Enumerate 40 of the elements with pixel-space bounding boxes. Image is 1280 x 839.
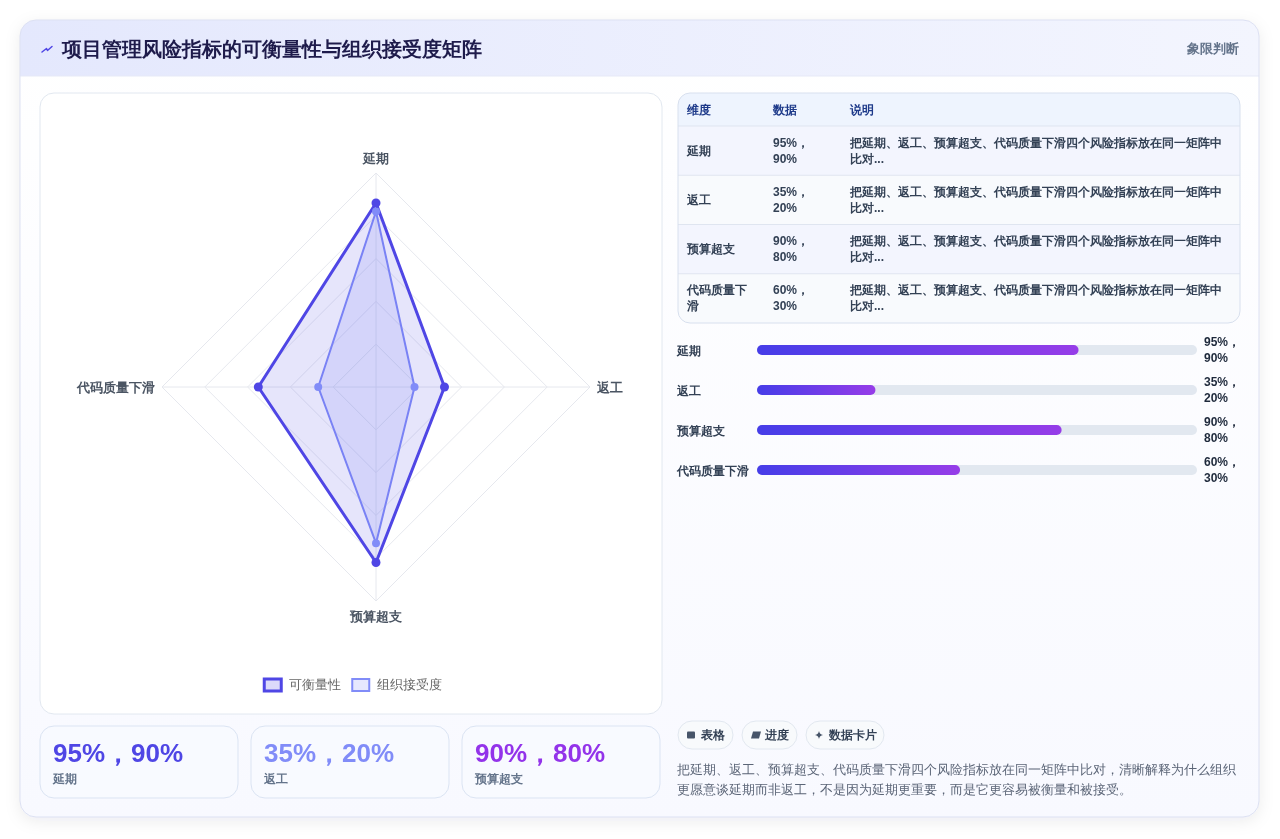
category-label: 说明 [849,102,874,117]
text: 把延期、返工、预算超支、代码质量下滑四个风险指标放在同一矩阵中比对... [850,234,1222,265]
category-label: 表格 [700,728,726,741]
data-label: 35%，20% [1204,375,1241,405]
text: 预算超支 [474,772,523,786]
category-label: 数据 [772,102,797,117]
text: 把延期、返工、预算超支、代码质量下滑四个风险指标放在同一矩阵中比对... [850,135,1222,166]
category-label: 返工 [687,192,711,207]
data-label: 60%，30% [1204,455,1241,485]
text: 90%，80% [773,234,810,265]
text: 延期 [52,772,77,786]
category-label: 数据卡片 [828,728,877,742]
text: 象限判断 [1186,40,1239,56]
data-label: 95%，90% [1204,335,1241,365]
text: 把延期、返工、预算超支、代码质量下滑四个风险指标放在同一矩阵中比对，清晰解释为什么组织更愿意谈延期而非返工，不是因为延期更重要，而是它更容易被衡量和被接受。 [677,761,1236,797]
text: 95%，90% [53,738,184,768]
legend-label: 可衡量性 [288,678,341,692]
spoke-label: 代码质量下滑 [76,379,155,395]
spoke-label: 预算超支 [349,608,402,624]
legend-label: 组织接受度 [376,677,442,692]
text: 90%，80% [475,738,606,768]
category-label: 预算超支 [687,242,735,257]
data-label: 90%，80% [1204,415,1241,445]
text: 把延期、返工、预算超支、代码质量下滑四个风险指标放在同一矩阵中比对... [850,184,1222,215]
text: 35%，20% [773,184,810,215]
y-tick-label: 延期 [676,344,701,358]
text: 项目管理风险指标的可衡量性与组织接受度矩阵 [61,38,482,60]
category-label: 进度 [764,728,789,741]
text: 95%，90% [773,135,810,166]
category-label: 延期 [687,143,711,158]
y-tick-label: 返工 [676,384,701,398]
spoke-label: 延期 [362,150,389,166]
text: 35%，20% [264,738,395,768]
text: 把延期、返工、预算超支、代码质量下滑四个风险指标放在同一矩阵中比对... [850,283,1222,314]
y-tick-label: 预算超支 [676,424,725,438]
text: 返工 [263,772,288,786]
spoke-label: 返工 [596,379,623,395]
text: 60%，30% [773,283,810,314]
y-tick-label: 代码质量下滑 [676,464,749,478]
category-label: 维度 [686,102,711,117]
